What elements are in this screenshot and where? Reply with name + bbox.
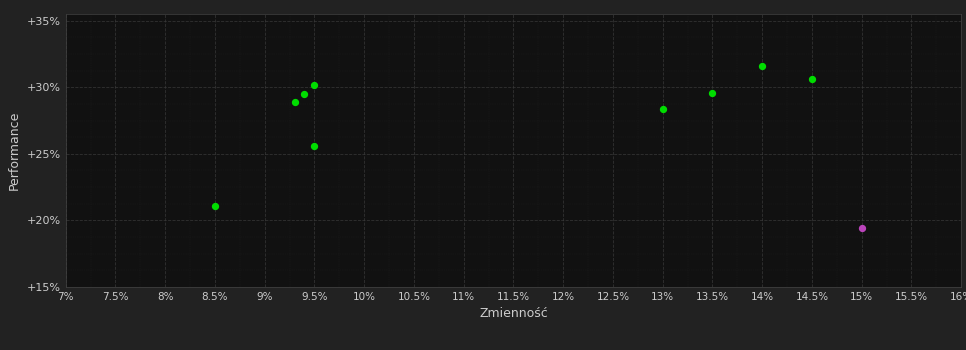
Point bbox=[207, 203, 222, 209]
Point bbox=[306, 82, 322, 88]
Point bbox=[287, 99, 302, 105]
Y-axis label: Performance: Performance bbox=[8, 111, 21, 190]
Point bbox=[704, 90, 720, 95]
Point bbox=[655, 106, 670, 111]
Point bbox=[297, 91, 312, 97]
Point bbox=[306, 143, 322, 149]
Point bbox=[804, 76, 819, 82]
Point bbox=[854, 226, 869, 231]
X-axis label: Zmienność: Zmienność bbox=[479, 307, 548, 320]
Point bbox=[754, 63, 770, 69]
